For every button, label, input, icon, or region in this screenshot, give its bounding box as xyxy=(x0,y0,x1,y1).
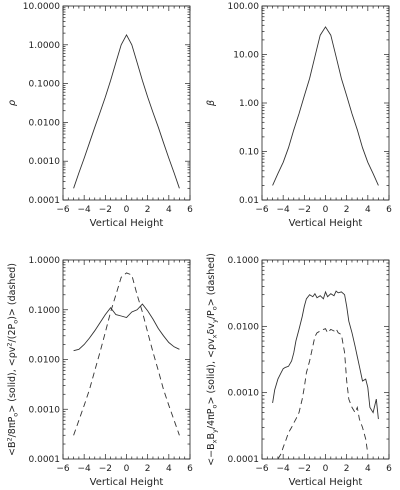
y-tick-label: 0.10 xyxy=(239,148,259,158)
y-tick-label: 0.0001 xyxy=(29,196,61,206)
x-tick-label: −2 xyxy=(99,205,112,215)
x-tick-label: 6 xyxy=(386,205,392,215)
y-tick-label: 1.0000 xyxy=(29,41,61,51)
y-tick-label: 0.0010 xyxy=(228,389,260,399)
x-tick-label: −4 xyxy=(78,464,92,474)
x-tick-label: 0 xyxy=(124,464,130,474)
x-tick-label: 2 xyxy=(145,464,151,474)
x-tick-label: −6 xyxy=(56,205,70,215)
x-tick-label: 6 xyxy=(187,464,193,474)
series-line-dashed xyxy=(277,327,369,460)
y-tick-label: 1.0000 xyxy=(29,256,61,266)
x-tick-label: −6 xyxy=(255,464,269,474)
x-tick-label: 0 xyxy=(124,205,130,215)
x-tick-label: 2 xyxy=(145,205,151,215)
x-tick-label: −6 xyxy=(255,205,269,215)
x-tick-label: 0 xyxy=(323,464,329,474)
chart-panel-2: −6 −4 −2 0 2 4 6 0.01 0.10 1.00 10.00 100.00 Vertica… xyxy=(206,2,392,229)
x-tick-label: −2 xyxy=(298,205,311,215)
y-tick-label: 0.0001 xyxy=(228,455,260,465)
y-tick-label: 0.0001 xyxy=(29,455,61,465)
plot-frame xyxy=(62,259,191,460)
series-line-solid xyxy=(73,33,180,189)
x-tick-label: −4 xyxy=(277,464,291,474)
x-tick-label: 6 xyxy=(386,464,392,474)
y-tick-label: 0.01 xyxy=(239,196,259,206)
x-axis-label: Vertical Height xyxy=(289,218,363,229)
y-axis-label: ρ xyxy=(7,100,18,106)
y-axis-label: <−BxBy/4πPo> (solid), <ρvxδvy/Po> (dashe… xyxy=(206,253,219,466)
chart-panel-4: −6 −4 −2 0 2 4 6 0.0001 0.0010 0.0100 0.1000 Vertic… xyxy=(206,253,392,488)
x-tick-label: 4 xyxy=(365,464,371,474)
plot-frame xyxy=(261,259,390,460)
x-axis-label: Vertical Height xyxy=(90,218,164,229)
y-tick-label: 1.00 xyxy=(239,99,259,109)
chart-panel-3: −6 −4 −2 0 2 4 6 0.0001 0.0010 0.0100 0.1000 1.0000… xyxy=(6,256,194,488)
y-tick-label: 10.0000 xyxy=(23,2,60,12)
y-tick-label: 0.1000 xyxy=(29,306,61,316)
x-tick-label: 4 xyxy=(166,464,172,474)
x-tick-label: 0 xyxy=(323,205,329,215)
series-line-solid xyxy=(272,290,379,420)
y-axis-label: β xyxy=(206,100,217,107)
y-tick-label: 0.0100 xyxy=(29,118,61,128)
y-tick-label: 0.0010 xyxy=(29,405,61,415)
y-tick-label: 10.00 xyxy=(233,51,259,61)
y-axis-label: <B2/8πPo> (solid), <ρv2/(2Po)> (dashed) xyxy=(6,263,20,456)
series-line-solid xyxy=(73,303,180,352)
y-tick-label: 0.0100 xyxy=(29,356,61,366)
x-tick-label: −2 xyxy=(99,464,112,474)
x-tick-label: −2 xyxy=(298,464,311,474)
y-tick-label: 100.00 xyxy=(228,2,260,12)
y-tick-label: 0.0100 xyxy=(228,322,260,332)
y-tick-label: 0.1000 xyxy=(29,80,61,90)
x-tick-label: 2 xyxy=(344,464,350,474)
x-tick-label: 4 xyxy=(365,205,371,215)
plot-frame xyxy=(261,5,390,201)
x-tick-label: −4 xyxy=(277,205,291,215)
x-axis-label: Vertical Height xyxy=(289,477,363,488)
x-axis-label: Vertical Height xyxy=(90,477,164,488)
series-line-dashed xyxy=(73,272,180,436)
y-tick-label: 0.1000 xyxy=(228,256,260,266)
x-tick-label: 6 xyxy=(187,205,193,215)
series-line-solid xyxy=(272,26,379,186)
y-tick-label: 0.0010 xyxy=(29,157,61,167)
x-tick-label: −4 xyxy=(78,205,92,215)
chart-panel-1: −6 −4 −2 0 2 4 6 0.0001 0.0010 0.0100 0.1000 1.0000… xyxy=(7,2,193,229)
x-tick-label: 2 xyxy=(344,205,350,215)
x-tick-label: −6 xyxy=(56,464,70,474)
x-tick-label: 4 xyxy=(166,205,172,215)
